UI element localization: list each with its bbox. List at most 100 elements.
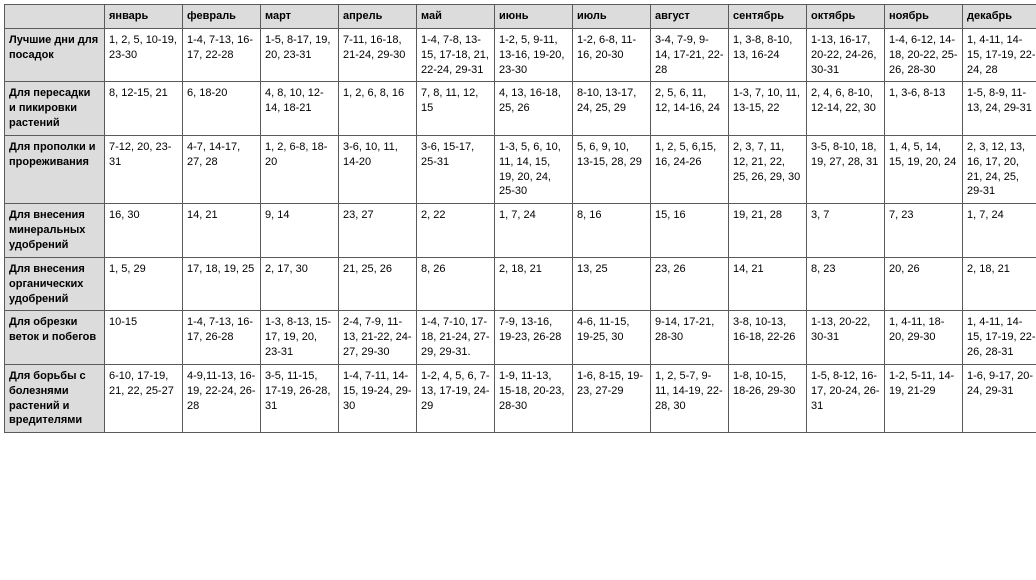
- table-cell: 7-12, 20, 23-31: [105, 135, 183, 203]
- table-cell: 2-4, 7-9, 11-13, 21-22, 24-27, 29-30: [339, 311, 417, 365]
- table-row: Для пересадки и пикировки растений8, 12-…: [5, 82, 1036, 136]
- table-cell: 8, 23: [807, 257, 885, 311]
- row-header: Для внесения органических удобрений: [5, 257, 105, 311]
- table-cell: 23, 27: [339, 204, 417, 258]
- table-cell: 1-2, 5-11, 14-19, 21-29: [885, 364, 963, 432]
- table-cell: 4, 8, 10, 12-14, 18-21: [261, 82, 339, 136]
- table-cell: 1-3, 7, 10, 11, 13-15, 22: [729, 82, 807, 136]
- table-cell: 14, 21: [729, 257, 807, 311]
- table-cell: 1-3, 5, 6, 10, 11, 14, 15, 19, 20, 24, 2…: [495, 135, 573, 203]
- col-header-sep: сентябрь: [729, 5, 807, 29]
- table-cell: 21, 25, 26: [339, 257, 417, 311]
- table-cell: 1, 4-11, 14-15, 17-19, 22-24, 28: [963, 28, 1036, 82]
- table-cell: 6, 18-20: [183, 82, 261, 136]
- table-cell: 9, 14: [261, 204, 339, 258]
- table-cell: 7, 8, 11, 12, 15: [417, 82, 495, 136]
- table-cell: 3-5, 11-15, 17-19, 26-28, 31: [261, 364, 339, 432]
- table-cell: 1, 2, 5, 6,15, 16, 24-26: [651, 135, 729, 203]
- row-header: Для обрезки веток и побегов: [5, 311, 105, 365]
- col-header-apr: апрель: [339, 5, 417, 29]
- table-cell: 1, 3-6, 8-13: [885, 82, 963, 136]
- table-cell: 1-4, 7-8, 13-15, 17-18, 21, 22-24, 29-31: [417, 28, 495, 82]
- table-cell: 1, 4-11, 18-20, 29-30: [885, 311, 963, 365]
- table-cell: 8, 12-15, 21: [105, 82, 183, 136]
- table-cell: 1, 2, 5-7, 9-11, 14-19, 22-28, 30: [651, 364, 729, 432]
- table-cell: 1, 2, 6, 8, 16: [339, 82, 417, 136]
- table-row: Лучшие дни для посадок1, 2, 5, 10-19, 23…: [5, 28, 1036, 82]
- table-row: Для внесения органических удобрений1, 5,…: [5, 257, 1036, 311]
- col-header-nov: ноябрь: [885, 5, 963, 29]
- table-cell: 20, 26: [885, 257, 963, 311]
- header-row: январь февраль март апрель май июнь июль…: [5, 5, 1036, 29]
- table-cell: 1-4, 6-12, 14-18, 20-22, 25-26, 28-30: [885, 28, 963, 82]
- table-body: Лучшие дни для посадок1, 2, 5, 10-19, 23…: [5, 28, 1036, 432]
- table-cell: 1-5, 8-9, 11-13, 24, 29-31: [963, 82, 1036, 136]
- col-header-aug: август: [651, 5, 729, 29]
- table-cell: 4-7, 14-17, 27, 28: [183, 135, 261, 203]
- table-cell: 1, 5, 29: [105, 257, 183, 311]
- row-header: Для внесения минеральных удобрений: [5, 204, 105, 258]
- table-cell: 1-9, 11-13, 15-18, 20-23, 28-30: [495, 364, 573, 432]
- table-cell: 10-15: [105, 311, 183, 365]
- table-row: Для борьбы с болезнями растений и вредит…: [5, 364, 1036, 432]
- col-header-blank: [5, 5, 105, 29]
- table-cell: 2, 3, 12, 13, 16, 17, 20, 21, 24, 25, 29…: [963, 135, 1036, 203]
- table-cell: 13, 25: [573, 257, 651, 311]
- table-cell: 5, 6, 9, 10, 13-15, 28, 29: [573, 135, 651, 203]
- table-cell: 1-5, 8-17, 19, 20, 23-31: [261, 28, 339, 82]
- table-cell: 1-4, 7-13, 16-17, 22-28: [183, 28, 261, 82]
- table-cell: 1, 2, 5, 10-19, 23-30: [105, 28, 183, 82]
- table-row: Для прополки и прореживания7-12, 20, 23-…: [5, 135, 1036, 203]
- col-header-feb: февраль: [183, 5, 261, 29]
- table-cell: 8, 26: [417, 257, 495, 311]
- table-cell: 1-8, 10-15, 18-26, 29-30: [729, 364, 807, 432]
- table-cell: 1-2, 6-8, 11-16, 20-30: [573, 28, 651, 82]
- table-cell: 2, 4, 6, 8-10, 12-14, 22, 30: [807, 82, 885, 136]
- table-cell: 9-14, 17-21, 28-30: [651, 311, 729, 365]
- table-cell: 3-6, 10, 11, 14-20: [339, 135, 417, 203]
- row-header: Для пересадки и пикировки растений: [5, 82, 105, 136]
- row-header: Лучшие дни для посадок: [5, 28, 105, 82]
- table-cell: 3-6, 15-17, 25-31: [417, 135, 495, 203]
- table-cell: 1-13, 20-22, 30-31: [807, 311, 885, 365]
- table-cell: 1-13, 16-17, 20-22, 24-26, 30-31: [807, 28, 885, 82]
- table-cell: 4-6, 11-15, 19-25, 30: [573, 311, 651, 365]
- table-cell: 1, 7, 24: [495, 204, 573, 258]
- table-cell: 7-9, 13-16, 19-23, 26-28: [495, 311, 573, 365]
- table-cell: 17, 18, 19, 25: [183, 257, 261, 311]
- table-cell: 16, 30: [105, 204, 183, 258]
- table-cell: 2, 17, 30: [261, 257, 339, 311]
- table-cell: 1, 7, 24: [963, 204, 1036, 258]
- table-cell: 3-5, 8-10, 18, 19, 27, 28, 31: [807, 135, 885, 203]
- table-row: Для обрезки веток и побегов10-151-4, 7-1…: [5, 311, 1036, 365]
- table-cell: 1-4, 7-11, 14-15, 19-24, 29-30: [339, 364, 417, 432]
- table-cell: 4-9,11-13, 16-19, 22-24, 26-28: [183, 364, 261, 432]
- col-header-oct: октябрь: [807, 5, 885, 29]
- table-cell: 19, 21, 28: [729, 204, 807, 258]
- table-cell: 8, 16: [573, 204, 651, 258]
- row-header: Для прополки и прореживания: [5, 135, 105, 203]
- table-cell: 1-4, 7-10, 17-18, 21-24, 27-29, 29-31.: [417, 311, 495, 365]
- table-cell: 1-2, 5, 9-11, 13-16, 19-20, 23-30: [495, 28, 573, 82]
- table-cell: 1, 4-11, 14-15, 17-19, 22-26, 28-31: [963, 311, 1036, 365]
- table-cell: 1-5, 8-12, 16-17, 20-24, 26-31: [807, 364, 885, 432]
- table-cell: 14, 21: [183, 204, 261, 258]
- table-cell: 1-4, 7-13, 16-17, 26-28: [183, 311, 261, 365]
- col-header-dec: декабрь: [963, 5, 1036, 29]
- col-header-jun: июнь: [495, 5, 573, 29]
- table-cell: 8-10, 13-17, 24, 25, 29: [573, 82, 651, 136]
- table-cell: 1, 3-8, 8-10, 13, 16-24: [729, 28, 807, 82]
- table-cell: 3-4, 7-9, 9-14, 17-21, 22-28: [651, 28, 729, 82]
- table-cell: 1, 2, 6-8, 18-20: [261, 135, 339, 203]
- table-cell: 1-6, 8-15, 19-23, 27-29: [573, 364, 651, 432]
- table-cell: 1-6, 9-17, 20-24, 29-31: [963, 364, 1036, 432]
- table-cell: 2, 18, 21: [963, 257, 1036, 311]
- table-cell: 2, 18, 21: [495, 257, 573, 311]
- table-cell: 7, 23: [885, 204, 963, 258]
- table-cell: 1-3, 8-13, 15-17, 19, 20, 23-31: [261, 311, 339, 365]
- table-cell: 2, 5, 6, 11, 12, 14-16, 24: [651, 82, 729, 136]
- col-header-may: май: [417, 5, 495, 29]
- calendar-table: январь февраль март апрель май июнь июль…: [4, 4, 1036, 433]
- table-cell: 4, 13, 16-18, 25, 26: [495, 82, 573, 136]
- table-cell: 3-8, 10-13, 16-18, 22-26: [729, 311, 807, 365]
